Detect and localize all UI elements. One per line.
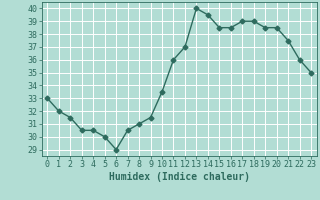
X-axis label: Humidex (Indice chaleur): Humidex (Indice chaleur) <box>109 172 250 182</box>
